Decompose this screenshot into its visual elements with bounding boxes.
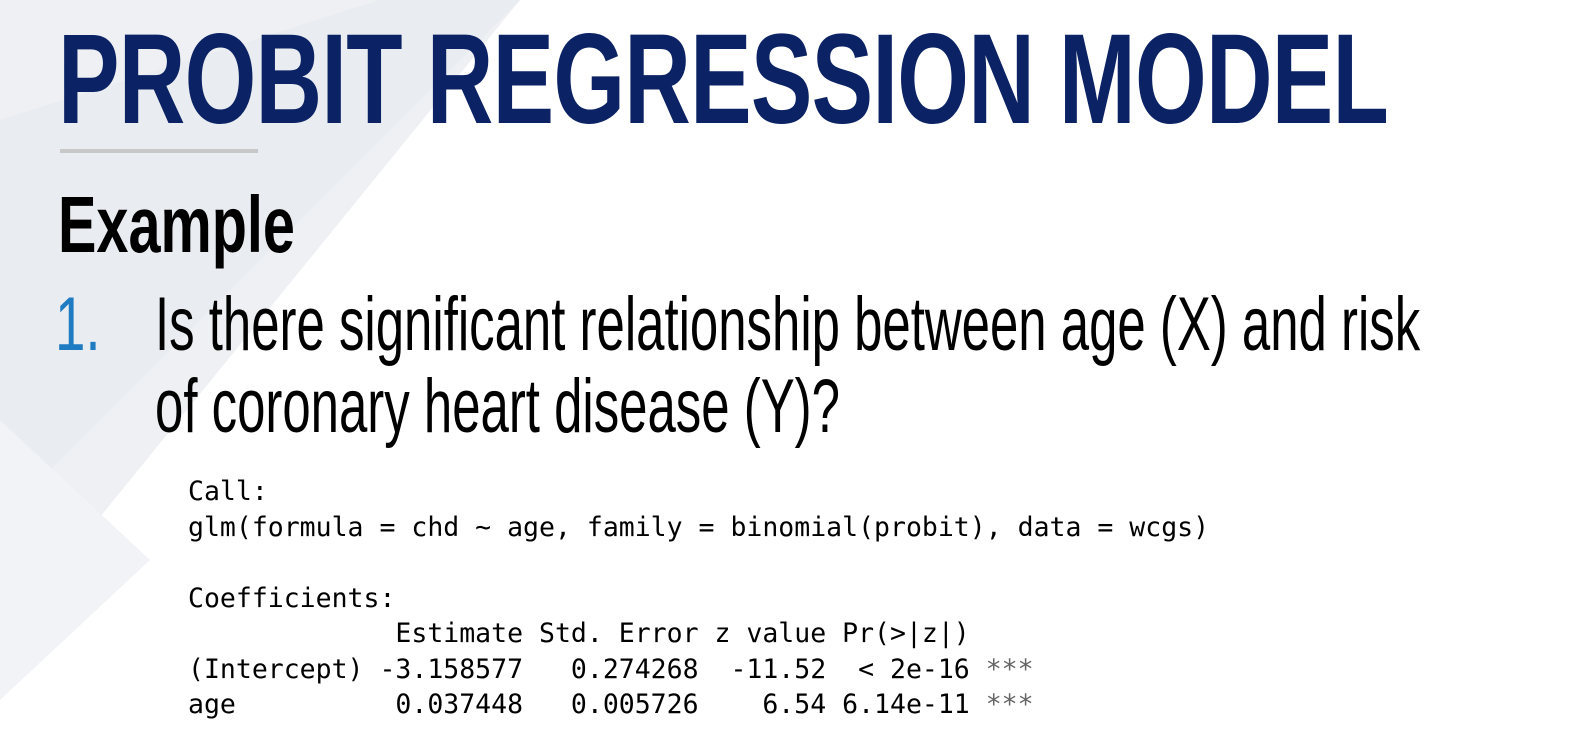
r-row-values: (Intercept) -3.158577 0.274268 -11.52 < …: [188, 653, 986, 685]
r-coefficients-header: Estimate Std. Error z value Pr(>|z|): [188, 618, 970, 649]
slide-title: PROBIT REGRESSION MODEL: [58, 8, 1389, 151]
r-coefficients-label: Coefficients:: [188, 582, 396, 614]
significance-stars: ***: [985, 689, 1034, 720]
question-number: 1.: [55, 282, 101, 367]
r-output-block: Call: glm(formula = chd ~ age, family = …: [188, 474, 1209, 723]
r-call-formula: glm(formula = chd ~ age, family = binomi…: [188, 511, 1210, 543]
significance-stars: ***: [985, 653, 1034, 685]
title-underline: [60, 149, 258, 153]
r-blank-line: [188, 545, 1209, 581]
section-heading: Example: [58, 180, 295, 269]
question-text-line-1: Is there significant relationship betwee…: [155, 282, 1421, 367]
r-call-label: Call:: [188, 476, 268, 507]
r-row-values: age 0.037448 0.005726 6.54 6.14e-11: [188, 689, 986, 720]
r-coefficient-row-age: age 0.037448 0.005726 6.54 6.14e-11 ***: [188, 687, 1209, 723]
question-text-line-2: of coronary heart disease (Y)?: [155, 364, 840, 449]
r-coefficient-row-intercept: (Intercept) -3.158577 0.274268 -11.52 < …: [188, 652, 1209, 688]
